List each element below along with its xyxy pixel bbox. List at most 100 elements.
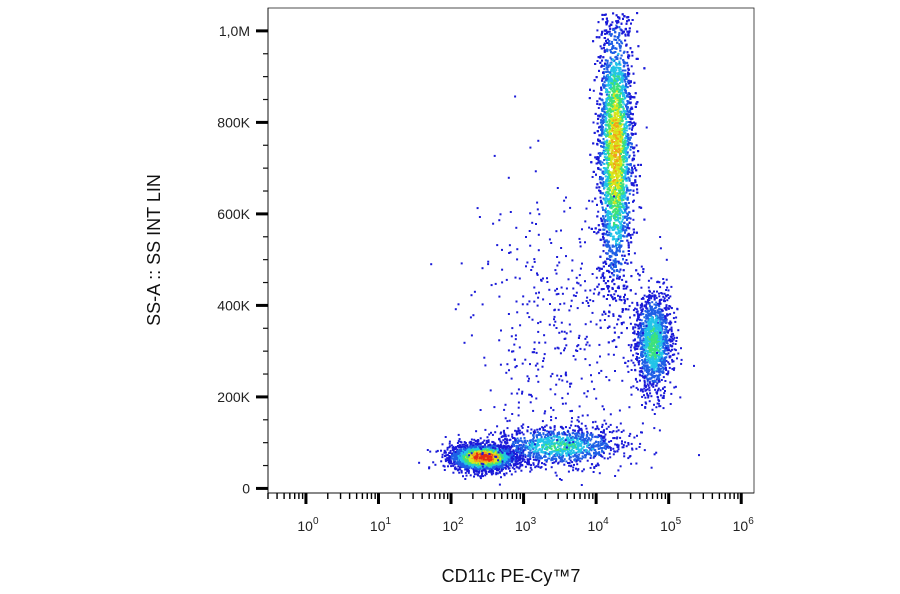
event-dot <box>606 79 609 82</box>
event-dot <box>624 34 627 37</box>
event-dot <box>606 326 609 329</box>
event-dot <box>586 440 589 443</box>
event-dot <box>570 437 573 439</box>
event-dot <box>519 465 522 468</box>
event-dot <box>556 446 559 449</box>
event-dot <box>598 454 601 457</box>
event-dot <box>566 441 569 444</box>
event-dot <box>480 447 483 450</box>
event-dot <box>529 451 532 454</box>
event-dot <box>452 450 455 453</box>
event-dot <box>509 470 511 473</box>
event-dot <box>574 453 576 456</box>
event-dot <box>545 460 548 463</box>
event-dot <box>485 472 488 475</box>
event-dot <box>459 440 462 443</box>
event-dot <box>472 449 475 452</box>
event-dot <box>571 439 574 442</box>
event-dot <box>603 319 606 321</box>
event-dot <box>576 446 579 449</box>
event-dot <box>522 454 525 457</box>
event-dot <box>593 449 596 452</box>
event-dot <box>609 64 612 67</box>
event-dot <box>451 454 454 457</box>
event-dot <box>475 452 478 455</box>
event-dot <box>518 466 521 469</box>
event-dot <box>475 430 478 433</box>
event-dot <box>504 417 507 420</box>
event-dot <box>532 454 535 457</box>
event-dot <box>472 463 475 466</box>
event-dot <box>512 444 515 447</box>
event-dot <box>493 443 496 446</box>
event-dot <box>506 442 509 444</box>
event-dot <box>479 459 482 462</box>
event-dot <box>516 440 519 443</box>
event-dot <box>467 458 470 461</box>
event-dot <box>580 447 583 450</box>
event-dot <box>470 452 473 455</box>
event-dot <box>514 470 517 473</box>
event-dot <box>448 455 451 458</box>
event-dot <box>491 462 494 465</box>
event-dot <box>630 183 633 186</box>
event-dot <box>474 469 477 472</box>
event-dot <box>451 452 453 455</box>
event-dot <box>485 454 488 457</box>
event-dot <box>600 276 603 279</box>
event-dot <box>535 443 538 446</box>
event-dot <box>581 439 584 442</box>
event-dot <box>618 70 621 73</box>
event-dot <box>468 448 471 451</box>
event-dot <box>452 471 455 474</box>
event-dot <box>549 447 551 450</box>
event-dot <box>567 440 569 443</box>
event-dot <box>498 466 501 469</box>
event-dot <box>465 466 468 469</box>
event-dot <box>575 467 577 470</box>
event-dot <box>574 432 577 435</box>
event-dot <box>577 431 580 434</box>
event-dot <box>566 436 569 439</box>
event-dot <box>541 426 544 429</box>
event-dot <box>615 261 617 264</box>
event-dot <box>573 451 576 454</box>
event-dot <box>601 447 604 449</box>
event-dot <box>472 452 475 455</box>
event-dot <box>643 449 646 452</box>
event-dot <box>459 461 462 464</box>
event-dot <box>516 437 519 440</box>
event-dot <box>586 451 589 454</box>
event-dot <box>501 451 504 454</box>
event-dot <box>603 419 606 422</box>
event-dot <box>537 434 540 436</box>
event-dot <box>464 468 467 471</box>
event-dot <box>446 448 449 451</box>
event-dot <box>611 148 614 151</box>
event-dot <box>458 446 461 449</box>
event-dot <box>458 471 461 474</box>
event-dot <box>553 444 556 447</box>
event-dot <box>500 468 503 471</box>
event-dot <box>573 454 576 457</box>
event-dot <box>463 441 466 443</box>
event-dot <box>533 452 535 455</box>
event-dot <box>490 471 493 474</box>
event-dot <box>556 448 559 451</box>
event-dot <box>508 459 511 462</box>
event-dot <box>590 446 593 449</box>
event-dot <box>619 131 622 134</box>
event-dot <box>524 446 527 449</box>
event-dot <box>511 433 514 436</box>
event-dot <box>589 466 592 469</box>
event-dot <box>525 446 528 449</box>
event-dot <box>513 464 515 467</box>
event-dot <box>592 456 595 459</box>
event-dot <box>547 457 550 460</box>
event-dot <box>595 452 597 455</box>
event-dot <box>493 459 496 462</box>
event-dot <box>533 446 536 449</box>
event-dot <box>586 445 589 447</box>
event-dot <box>509 438 512 441</box>
event-dot <box>544 455 547 458</box>
